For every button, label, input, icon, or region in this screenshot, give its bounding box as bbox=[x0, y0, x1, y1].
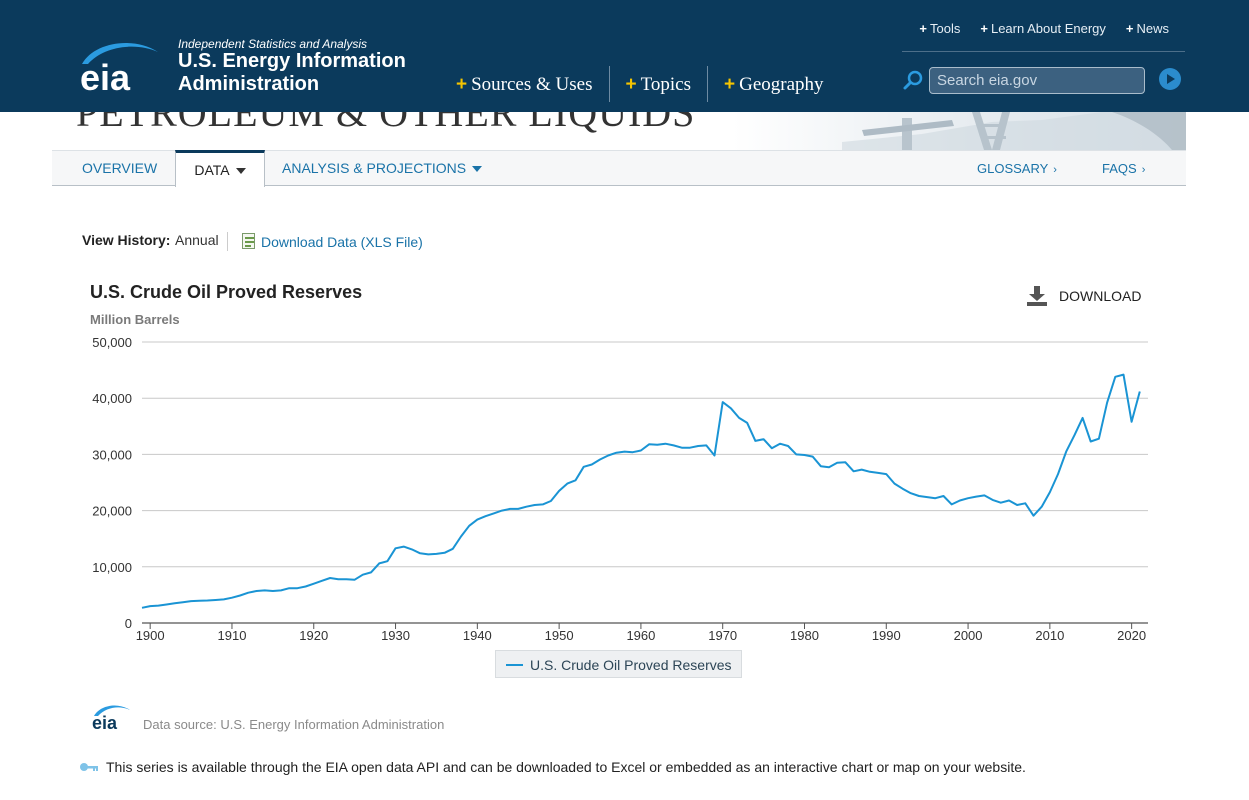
logo-text: eia bbox=[80, 57, 131, 96]
search-icon bbox=[903, 70, 923, 90]
x-tick-label: 1980 bbox=[790, 628, 819, 643]
spreadsheet-icon bbox=[242, 233, 255, 249]
plus-icon: + bbox=[724, 74, 736, 95]
tab-glossary[interactable]: GLOSSARY › bbox=[977, 151, 1057, 186]
chart-download-button[interactable]: DOWNLOAD bbox=[1026, 285, 1141, 307]
main-nav: + Sources & Uses + Topics + Geography bbox=[440, 66, 840, 102]
search-submit-button[interactable] bbox=[1159, 68, 1181, 90]
util-label: News bbox=[1136, 21, 1169, 36]
tab-data[interactable]: DATA bbox=[175, 150, 265, 187]
eia-logo[interactable]: eia bbox=[76, 34, 164, 96]
plus-icon: + bbox=[456, 74, 468, 95]
utility-divider bbox=[902, 51, 1185, 52]
chevron-right-icon: › bbox=[1141, 164, 1146, 176]
org-name-line2: Administration bbox=[178, 73, 320, 95]
view-history-label: View History: bbox=[82, 232, 171, 248]
legend-swatch bbox=[506, 664, 523, 666]
nav-label: Sources & Uses bbox=[471, 74, 593, 95]
search-input[interactable] bbox=[929, 67, 1145, 94]
series-line bbox=[141, 373, 1141, 609]
chart-title: U.S. Crude Oil Proved Reserves bbox=[90, 282, 363, 302]
y-tick-label: 50,000 bbox=[92, 335, 132, 350]
util-label: Tools bbox=[930, 21, 961, 36]
plus-icon: + bbox=[625, 74, 637, 95]
section-title: PETROLEUM & OTHER LIQUIDS bbox=[76, 112, 696, 135]
api-key-icon bbox=[80, 763, 98, 771]
tab-analysis-projections[interactable]: ANALYSIS & PROJECTIONS bbox=[282, 151, 483, 186]
chart-legend[interactable]: U.S. Crude Oil Proved Reserves bbox=[495, 650, 742, 678]
x-tick-label: 1970 bbox=[708, 628, 737, 643]
x-tick-label: 1990 bbox=[872, 628, 901, 643]
y-tick-label: 10,000 bbox=[92, 560, 132, 575]
plus-icon: + bbox=[980, 21, 988, 36]
x-tick-label: 2020 bbox=[1117, 628, 1146, 643]
data-source-note: Data source: U.S. Energy Information Adm… bbox=[143, 717, 445, 732]
nav-label: Geography bbox=[739, 74, 824, 95]
download-icon bbox=[1027, 286, 1047, 306]
util-learn-about-energy[interactable]: + Learn About Energy bbox=[980, 21, 1106, 36]
y-tick-label: 30,000 bbox=[92, 447, 132, 462]
tagline: Independent Statistics and Analysis bbox=[178, 37, 368, 51]
x-tick-label: 2010 bbox=[1035, 628, 1064, 643]
plus-icon: + bbox=[919, 21, 928, 36]
reserves-line-chart: 0 10,000 20,000 30,000 40,000 50,000 1900 1910 1… bbox=[92, 335, 1148, 643]
x-tick-label: 1920 bbox=[299, 628, 328, 643]
x-tick-label: 1940 bbox=[463, 628, 492, 643]
oil-pump-illustration bbox=[842, 112, 1186, 150]
eia-small-logo: eia bbox=[92, 705, 130, 732]
tab-label: GLOSSARY bbox=[977, 161, 1049, 176]
legend-label: U.S. Crude Oil Proved Reserves bbox=[530, 657, 732, 673]
tab-overview[interactable]: OVERVIEW bbox=[82, 160, 158, 176]
x-tick-label: 1910 bbox=[218, 628, 247, 643]
download-label: DOWNLOAD bbox=[1059, 288, 1142, 304]
chart-y-label: Million Barrels bbox=[90, 312, 180, 327]
section-banner: PETROLEUM & OTHER LIQUIDS bbox=[52, 112, 1186, 150]
section-tabs: OVERVIEW DATA ANALYSIS & PROJECTIONS GLO… bbox=[52, 150, 1186, 187]
caret-down-icon bbox=[235, 168, 246, 175]
utility-nav: + Tools + Learn About Energy + News bbox=[919, 21, 1169, 36]
x-tick-label: 2000 bbox=[954, 628, 983, 643]
y-tick-label: 0 bbox=[125, 616, 132, 631]
util-news[interactable]: + News bbox=[1126, 21, 1169, 36]
download-xls-link[interactable]: Download Data (XLS File) bbox=[261, 234, 423, 250]
x-tick-label: 1950 bbox=[545, 628, 574, 643]
nav-topics[interactable]: + Topics bbox=[608, 66, 708, 102]
nav-geography[interactable]: + Geography bbox=[707, 66, 840, 102]
tab-label: DATA bbox=[194, 162, 230, 178]
small-logo-text: eia bbox=[92, 713, 118, 732]
x-tick-label: 1930 bbox=[381, 628, 410, 643]
tab-label: ANALYSIS & PROJECTIONS bbox=[282, 160, 467, 176]
chevron-right-icon: › bbox=[1053, 164, 1057, 176]
view-history-select[interactable]: Annual bbox=[175, 232, 228, 251]
tab-label: FAQS bbox=[1102, 161, 1137, 176]
api-availability-note: This series is available through the EIA… bbox=[106, 759, 1026, 775]
util-label: Learn About Energy bbox=[990, 21, 1106, 36]
x-tick-label: 1900 bbox=[136, 628, 165, 643]
org-name[interactable]: U.S. Energy Information Administration bbox=[178, 50, 438, 96]
x-tick-label: 1960 bbox=[626, 628, 655, 643]
tab-faqs[interactable]: FAQS › bbox=[1102, 151, 1145, 186]
y-tick-label: 40,000 bbox=[92, 391, 132, 406]
plus-icon: + bbox=[1125, 21, 1134, 36]
site-header: eia Independent Statistics and Analysis … bbox=[0, 0, 1249, 112]
y-tick-label: 20,000 bbox=[92, 504, 132, 519]
nav-label: Topics bbox=[640, 74, 691, 95]
org-name-line1: U.S. Energy Information bbox=[178, 50, 406, 72]
util-tools[interactable]: + Tools bbox=[919, 21, 960, 36]
caret-down-icon bbox=[472, 166, 483, 173]
nav-sources-uses[interactable]: + Sources & Uses bbox=[440, 66, 609, 102]
